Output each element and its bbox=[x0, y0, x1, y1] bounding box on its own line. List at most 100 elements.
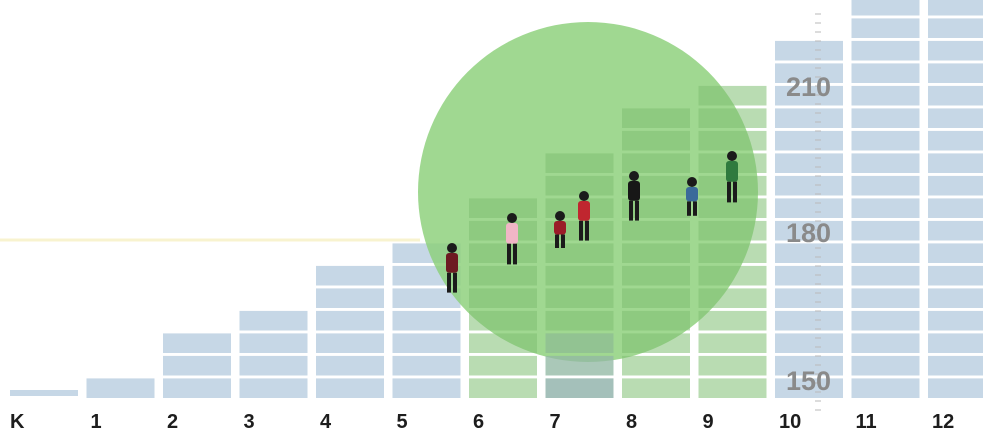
brick-11-2 bbox=[851, 333, 920, 353]
brick-12-7 bbox=[928, 220, 983, 241]
brick-11-12 bbox=[851, 108, 920, 128]
brick-9-8 bbox=[698, 198, 767, 218]
brick-12-15 bbox=[928, 40, 983, 61]
brick-11-15 bbox=[851, 40, 920, 61]
grade-label-6: 6 bbox=[473, 411, 484, 429]
brick-11-6 bbox=[851, 243, 920, 263]
brick-11-5 bbox=[851, 265, 920, 286]
brick-3-1 bbox=[239, 355, 308, 376]
brick-2-2 bbox=[163, 333, 231, 353]
grade-label-3: 3 bbox=[244, 411, 255, 429]
brick-6-0 bbox=[469, 378, 537, 398]
brick-1-0 bbox=[86, 378, 155, 398]
student-figure bbox=[628, 171, 640, 221]
brick-9-13 bbox=[698, 85, 767, 106]
brick-6-5 bbox=[469, 265, 537, 286]
brick-10-11 bbox=[775, 130, 843, 151]
brick-12-10 bbox=[928, 153, 983, 173]
brick-11-1 bbox=[851, 355, 920, 376]
brick-11-9 bbox=[851, 175, 920, 196]
grade-label-12: 12 bbox=[932, 411, 954, 429]
brick-12-6 bbox=[928, 243, 983, 263]
brick-6-2 bbox=[469, 333, 537, 353]
brick-11-4 bbox=[851, 288, 920, 308]
brick-12-17 bbox=[928, 0, 983, 16]
brick-12-3 bbox=[928, 310, 983, 331]
brick-11-8 bbox=[851, 198, 920, 218]
brick-11-16 bbox=[851, 18, 920, 38]
brick-6-7 bbox=[469, 220, 537, 241]
core-brick-0 bbox=[545, 378, 614, 398]
vertical-scale: 210 180 150 bbox=[786, 13, 831, 411]
brick-12-8 bbox=[928, 198, 983, 218]
brick-12-11 bbox=[928, 130, 983, 151]
student-figure bbox=[446, 243, 458, 293]
brick-10-9 bbox=[775, 175, 843, 196]
brick-11-7 bbox=[851, 220, 920, 241]
student-figure bbox=[506, 213, 518, 265]
brick-12-12 bbox=[928, 108, 983, 128]
brick-4-5 bbox=[316, 265, 384, 286]
brick-9-12 bbox=[698, 108, 767, 128]
grade-label-9: 9 bbox=[703, 411, 714, 429]
brick-7-2 bbox=[545, 333, 614, 353]
brick-9-11 bbox=[698, 130, 767, 151]
brick-11-0 bbox=[851, 378, 920, 398]
brick-11-17 bbox=[851, 0, 920, 16]
brick-10-13 bbox=[775, 85, 843, 106]
brick-10-8 bbox=[775, 198, 843, 218]
brick-7-9 bbox=[545, 175, 614, 196]
brick-columns bbox=[10, 0, 983, 398]
brick-2-0 bbox=[163, 378, 231, 398]
brick-9-1 bbox=[698, 355, 767, 376]
brick-8-3 bbox=[622, 310, 690, 331]
brick-10-7 bbox=[775, 220, 843, 241]
brick-10-12 bbox=[775, 108, 843, 128]
scale-label-150: 150 bbox=[786, 366, 831, 396]
core-brick-1 bbox=[545, 355, 614, 376]
brick-10-6 bbox=[775, 243, 843, 263]
grade-label-10: 10 bbox=[779, 411, 801, 429]
brick-4-1 bbox=[316, 355, 384, 376]
brick-9-6 bbox=[698, 243, 767, 263]
brick-10-4 bbox=[775, 288, 843, 308]
brick-12-14 bbox=[928, 63, 983, 83]
brick-12-16 bbox=[928, 18, 983, 38]
brick-7-3 bbox=[545, 310, 614, 331]
brick-5-2 bbox=[392, 333, 461, 353]
brick-8-12 bbox=[622, 108, 690, 128]
brick-4-0 bbox=[316, 378, 384, 398]
scale-label-180: 180 bbox=[786, 218, 831, 248]
brick-6-3 bbox=[469, 310, 537, 331]
brick-K-0 bbox=[10, 390, 78, 396]
brick-3-0 bbox=[239, 378, 308, 398]
brick-11-14 bbox=[851, 63, 920, 83]
brick-8-6 bbox=[622, 243, 690, 263]
highlighted-bricks bbox=[469, 85, 767, 398]
brick-8-11 bbox=[622, 130, 690, 151]
brick-7-5 bbox=[545, 265, 614, 286]
brick-6-1 bbox=[469, 355, 537, 376]
student-figure bbox=[686, 177, 698, 216]
grade-labels: K 1 2 3 4 5 6 7 8 9 10 11 12 bbox=[10, 411, 954, 429]
brick-12-2 bbox=[928, 333, 983, 353]
brick-12-13 bbox=[928, 85, 983, 106]
brick-4-2 bbox=[316, 333, 384, 353]
core-brick-2 bbox=[545, 333, 614, 353]
brick-3-3 bbox=[239, 310, 308, 331]
brick-10-5 bbox=[775, 265, 843, 286]
grade-label-8: 8 bbox=[626, 411, 637, 429]
grade-label-2: 2 bbox=[167, 411, 178, 429]
brick-10-3 bbox=[775, 310, 843, 331]
brick-8-4 bbox=[622, 288, 690, 308]
brick-4-3 bbox=[316, 310, 384, 331]
brick-6-4 bbox=[469, 288, 537, 308]
brick-5-4 bbox=[392, 288, 461, 308]
grade-label-4: 4 bbox=[320, 411, 332, 429]
brick-10-14 bbox=[775, 63, 843, 83]
brick-10-0 bbox=[775, 378, 843, 398]
brick-8-10 bbox=[622, 153, 690, 173]
brick-9-2 bbox=[698, 333, 767, 353]
